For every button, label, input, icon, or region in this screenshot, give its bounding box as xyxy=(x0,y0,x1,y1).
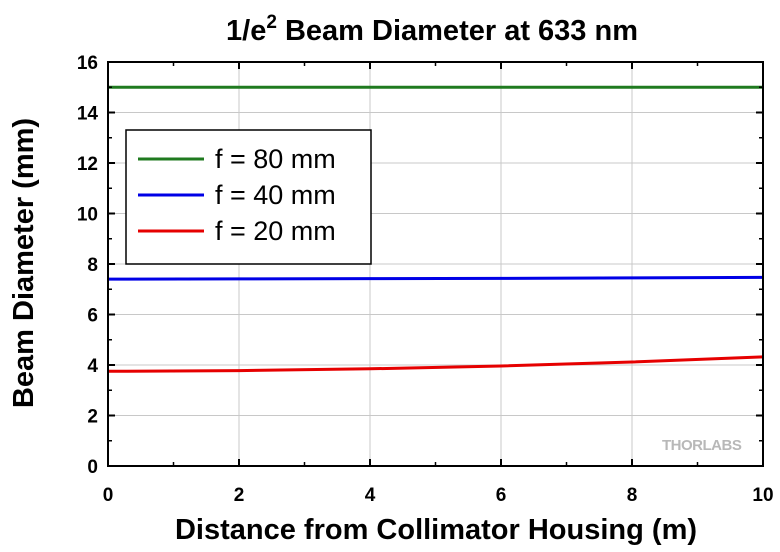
legend-box xyxy=(125,129,372,265)
legend-label-3: f = 20 mm xyxy=(215,216,336,246)
y-axis-title: Beam Diameter (mm) xyxy=(8,118,40,408)
x-tick-label: 10 xyxy=(752,485,773,506)
x-tick-label: 0 xyxy=(103,485,114,506)
y-tick-label: 0 xyxy=(87,457,98,478)
y-tick-label: 16 xyxy=(77,53,98,74)
series-line-2 xyxy=(107,275,764,281)
legend-label-1: f = 80 mm xyxy=(215,144,336,174)
y-tick-label: 8 xyxy=(87,255,98,276)
chart-title: 1/e2 Beam Diameter at 633 nm xyxy=(226,12,638,47)
y-tick-label: 6 xyxy=(87,306,98,327)
x-tick-label: 6 xyxy=(496,485,507,506)
x-tick-label: 8 xyxy=(627,485,638,506)
thorlabs-watermark: THORLABS xyxy=(662,437,742,454)
y-tick-label: 10 xyxy=(77,205,98,226)
legend: f = 80 mm f = 40 mm f = 20 mm xyxy=(125,129,372,265)
x-tick-label: 4 xyxy=(365,485,376,506)
series-layer xyxy=(107,85,764,373)
series-line-3 xyxy=(107,355,764,373)
y-tick-label: 12 xyxy=(77,154,98,175)
chart-title-superscript: 2 xyxy=(266,12,277,33)
y-tick-label: 4 xyxy=(87,356,98,377)
legend-label-2: f = 40 mm xyxy=(215,180,336,210)
x-tick-label: 2 xyxy=(234,485,245,506)
x-axis-title: Distance from Collimator Housing (m) xyxy=(175,514,697,546)
chart-title-rest: Beam Diameter at 633 nm xyxy=(277,15,638,47)
y-tick-label: 2 xyxy=(87,407,98,428)
chart-title-main: 1/e xyxy=(226,15,266,47)
y-tick-label: 14 xyxy=(77,104,99,125)
axis-ticks: 0 2 4 6 8 10 0 2 4 6 8 10 12 14 16 xyxy=(77,53,774,506)
